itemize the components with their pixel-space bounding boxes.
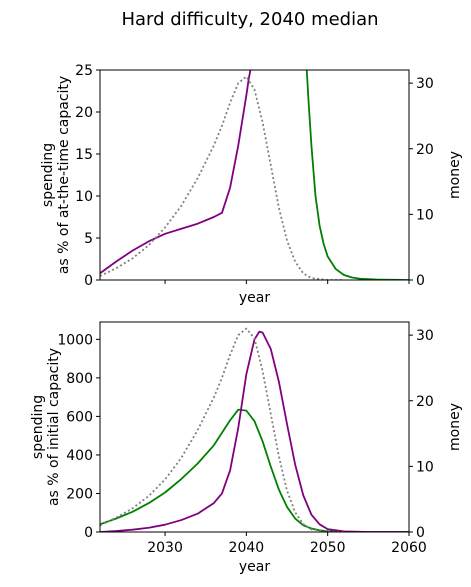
- gray-series-line: [100, 327, 344, 532]
- y-right-tick-label: 0: [416, 525, 425, 541]
- x-tick-label: 2040: [229, 540, 265, 556]
- y-left-tick-label: 800: [66, 371, 93, 387]
- y-right-axis-label: money: [447, 151, 463, 199]
- y-right-tick-label: 10: [416, 459, 434, 475]
- plot-frame: [99, 69, 410, 281]
- x-tick-label: 2030: [147, 540, 183, 556]
- purple-series-line: [100, 330, 409, 532]
- y-left-axis-label: spendingas % of initial capacity: [30, 348, 62, 506]
- green-series-line: [305, 70, 409, 280]
- y-right-tick-label: 30: [416, 76, 434, 92]
- y-right-tick-label: 0: [416, 273, 425, 289]
- y-left-tick-label: 200: [66, 486, 93, 502]
- y-right-tick-label: 20: [416, 142, 434, 158]
- y-left-tick-label: 1000: [57, 332, 93, 348]
- y-left-axis-label-line: as % of initial capacity: [46, 348, 62, 506]
- purple-series-line: [100, 70, 252, 275]
- y-left-tick-label: 400: [66, 448, 93, 464]
- green-series-line: [100, 408, 409, 532]
- y-left-tick-label: 0: [84, 525, 93, 541]
- y-left-axis-label-line: as % of at-the-time capacity: [56, 76, 72, 274]
- y-left-tick-label: 20: [75, 105, 93, 121]
- x-tick-label: 2060: [391, 540, 427, 556]
- y-right-tick-label: 10: [416, 207, 434, 223]
- y-left-tick-label: 0: [84, 273, 93, 289]
- gray-series-line: [100, 75, 344, 280]
- x-axis-label: year: [239, 559, 270, 575]
- figure-title: Hard difficulty, 2040 median: [121, 9, 378, 30]
- y-right-axis-label: money: [447, 403, 463, 451]
- y-left-axis-label: spendingas % of at-the-time capacity: [40, 76, 72, 274]
- y-left-axis-label-line: spending: [30, 395, 46, 459]
- x-axis-label: year: [239, 290, 270, 306]
- y-right-tick-label: 30: [416, 328, 434, 344]
- y-left-tick-label: 5: [84, 231, 93, 247]
- y-right-tick-label: 20: [416, 394, 434, 410]
- plot-frame: [99, 321, 410, 533]
- y-left-tick-label: 600: [66, 409, 93, 425]
- y-left-axis-label-line: spending: [40, 143, 56, 207]
- y-left-tick-label: 10: [75, 189, 93, 205]
- bottom-panel: 2030 2040 2050 2060020040060080010000102030…: [30, 321, 463, 575]
- y-left-tick-label: 15: [75, 147, 93, 163]
- top-panel: 0 5 10 15 20 25 0 10 20 30 year spendingas % of at-…: [40, 63, 463, 306]
- x-tick-label: 2050: [310, 540, 346, 556]
- y-left-tick-label: 25: [75, 63, 93, 79]
